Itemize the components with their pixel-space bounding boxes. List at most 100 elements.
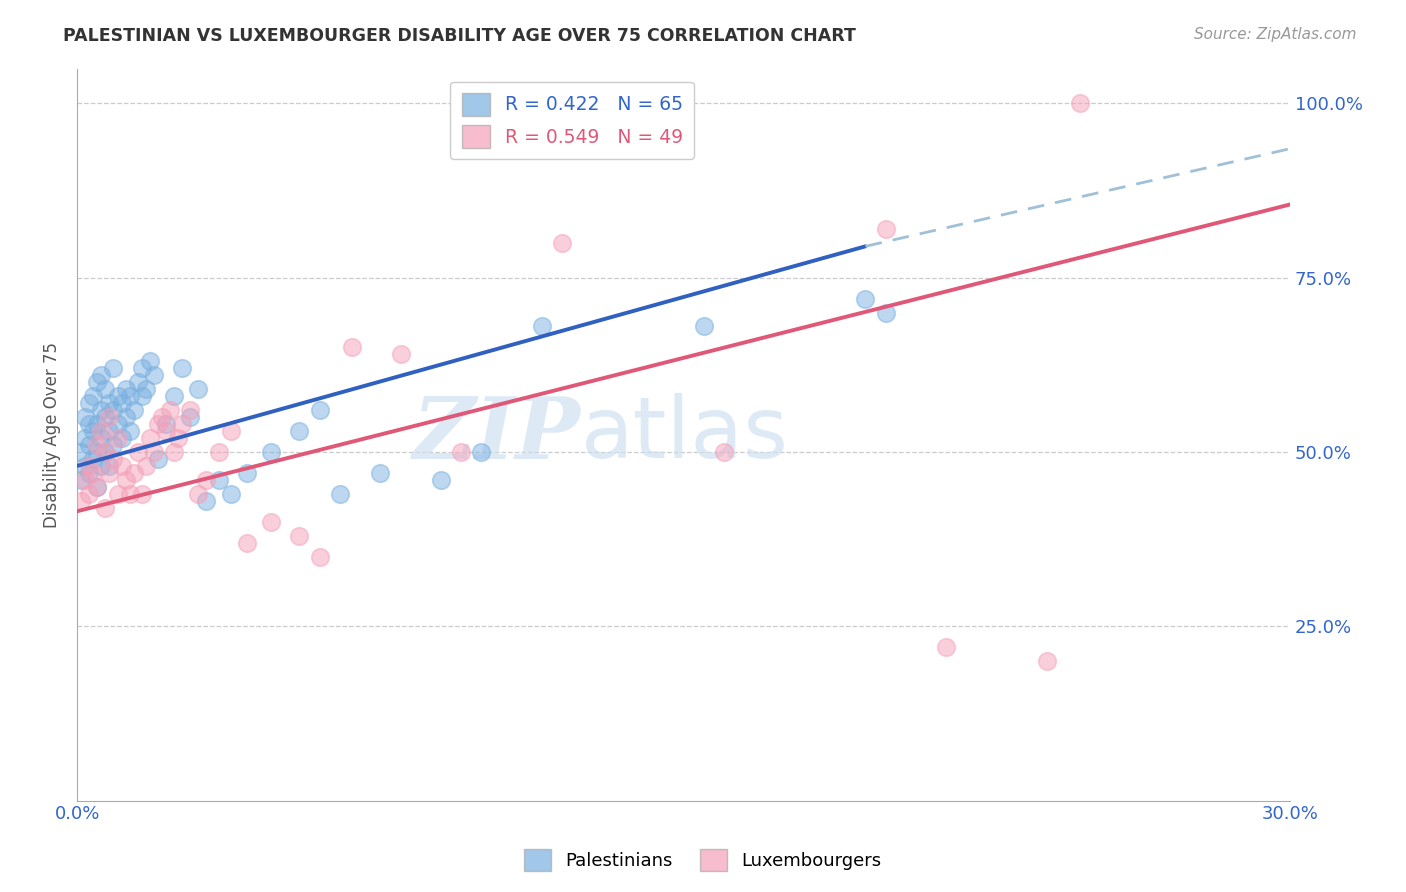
Text: ZIP: ZIP <box>412 392 581 476</box>
Point <box>114 382 136 396</box>
Point <box>77 438 100 452</box>
Text: atlas: atlas <box>581 393 789 476</box>
Point <box>75 473 97 487</box>
Legend: R = 0.422   N = 65, R = 0.549   N = 49: R = 0.422 N = 65, R = 0.549 N = 49 <box>450 81 695 159</box>
Point <box>172 361 194 376</box>
Point <box>90 424 112 438</box>
Point <box>118 424 141 438</box>
Point <box>107 389 129 403</box>
Point <box>260 445 283 459</box>
Point <box>167 431 190 445</box>
Point <box>236 535 259 549</box>
Point <box>179 403 201 417</box>
Point <box>70 473 93 487</box>
Point <box>107 431 129 445</box>
Point <box>260 515 283 529</box>
Point <box>935 640 957 655</box>
Point <box>236 466 259 480</box>
Point <box>155 417 177 431</box>
Point <box>855 292 877 306</box>
Point <box>875 305 897 319</box>
Point <box>114 473 136 487</box>
Point <box>98 424 121 438</box>
Point <box>470 445 492 459</box>
Point <box>98 410 121 425</box>
Point <box>94 382 117 396</box>
Point <box>75 410 97 425</box>
Point <box>98 458 121 473</box>
Point <box>127 445 149 459</box>
Point <box>90 368 112 383</box>
Y-axis label: Disability Age Over 75: Disability Age Over 75 <box>44 342 60 527</box>
Point <box>207 445 229 459</box>
Point <box>146 417 169 431</box>
Point <box>77 458 100 473</box>
Point <box>430 473 453 487</box>
Point <box>77 396 100 410</box>
Point <box>329 487 352 501</box>
Point <box>94 410 117 425</box>
Point <box>389 347 412 361</box>
Point <box>172 417 194 431</box>
Point <box>82 424 104 438</box>
Point <box>103 403 125 417</box>
Point <box>75 431 97 445</box>
Point <box>551 235 574 250</box>
Point <box>163 445 186 459</box>
Point <box>110 431 132 445</box>
Point <box>70 493 93 508</box>
Point <box>195 493 218 508</box>
Point <box>118 389 141 403</box>
Point <box>86 438 108 452</box>
Point <box>131 487 153 501</box>
Point <box>98 466 121 480</box>
Point <box>75 458 97 473</box>
Point <box>142 445 165 459</box>
Point <box>98 396 121 410</box>
Point <box>1069 96 1091 111</box>
Point <box>219 487 242 501</box>
Text: Source: ZipAtlas.com: Source: ZipAtlas.com <box>1194 27 1357 42</box>
Point <box>139 354 162 368</box>
Point <box>531 319 554 334</box>
Point <box>103 452 125 467</box>
Legend: Palestinians, Luxembourgers: Palestinians, Luxembourgers <box>517 842 889 879</box>
Point <box>135 458 157 473</box>
Point <box>122 466 145 480</box>
Point <box>94 445 117 459</box>
Point <box>713 445 735 459</box>
Point <box>131 389 153 403</box>
Point <box>114 410 136 425</box>
Point <box>288 529 311 543</box>
Point <box>70 445 93 459</box>
Point <box>118 487 141 501</box>
Text: PALESTINIAN VS LUXEMBOURGER DISABILITY AGE OVER 75 CORRELATION CHART: PALESTINIAN VS LUXEMBOURGER DISABILITY A… <box>63 27 856 45</box>
Point <box>82 466 104 480</box>
Point <box>340 340 363 354</box>
Point <box>163 389 186 403</box>
Point <box>86 480 108 494</box>
Point <box>90 431 112 445</box>
Point <box>146 452 169 467</box>
Point <box>103 438 125 452</box>
Point <box>86 376 108 390</box>
Point <box>122 403 145 417</box>
Point <box>308 549 330 564</box>
Point <box>86 445 108 459</box>
Point <box>207 473 229 487</box>
Point <box>94 500 117 515</box>
Point <box>86 417 108 431</box>
Point <box>94 445 117 459</box>
Point <box>82 452 104 467</box>
Point <box>127 376 149 390</box>
Point <box>150 410 173 425</box>
Point <box>103 361 125 376</box>
Point <box>77 487 100 501</box>
Point <box>875 222 897 236</box>
Point <box>450 445 472 459</box>
Point <box>107 487 129 501</box>
Point <box>110 396 132 410</box>
Point <box>107 417 129 431</box>
Point <box>82 389 104 403</box>
Point <box>187 487 209 501</box>
